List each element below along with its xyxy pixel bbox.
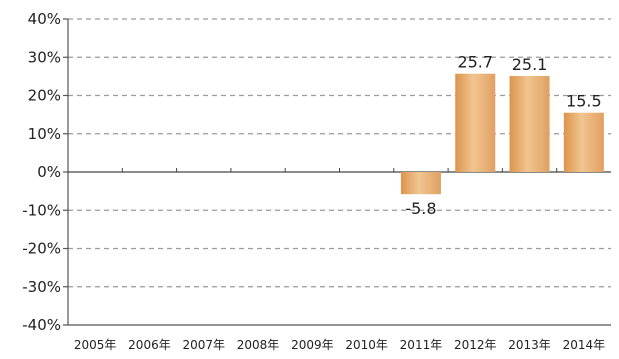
data-label: 25.7: [457, 53, 493, 72]
y-tick-labels: -40% -30% -20% -10% 0% 10% 20% 30% 40%: [22, 10, 61, 334]
y-tick-label: -20%: [22, 240, 61, 258]
y-tick-label: 30%: [28, 48, 61, 66]
y-tick-label: -30%: [22, 278, 61, 296]
y-tick-label: 40%: [28, 10, 61, 28]
x-tick-label: 2014年: [563, 338, 606, 352]
y-tick-label: 20%: [28, 87, 61, 105]
x-tick-label: 2013年: [508, 338, 551, 352]
y-tick-label: -10%: [22, 201, 61, 219]
bars: [400, 73, 604, 195]
x-tick-labels: 2005年 2006年 2007年 2008年 2009年 2010年 2011年 2012年…: [74, 338, 605, 352]
data-label: 25.1: [512, 55, 548, 74]
x-tick-label: 2009年: [291, 338, 334, 352]
x-tick-label: 2010年: [345, 338, 388, 352]
data-label: 15.5: [566, 92, 602, 111]
x-tick-label: 2011年: [400, 338, 443, 352]
data-labels: -5.8 25.7 25.1 15.5: [405, 53, 601, 218]
grid-lines: [68, 18, 611, 288]
bar: [455, 73, 496, 172]
data-label: -5.8: [405, 199, 436, 218]
bar: [563, 112, 604, 172]
x-tick-label: 2005年: [74, 338, 117, 352]
x-tick-label: 2012年: [454, 338, 497, 352]
x-tick-label: 2008年: [237, 338, 280, 352]
bar: [400, 172, 441, 195]
x-tick-label: 2007年: [182, 338, 225, 352]
y-tick-label: 10%: [28, 125, 61, 143]
bar: [509, 75, 550, 172]
y-tick-label: -40%: [22, 316, 61, 334]
y-tick-label: 0%: [37, 163, 61, 181]
x-tick-label: 2006年: [128, 338, 171, 352]
